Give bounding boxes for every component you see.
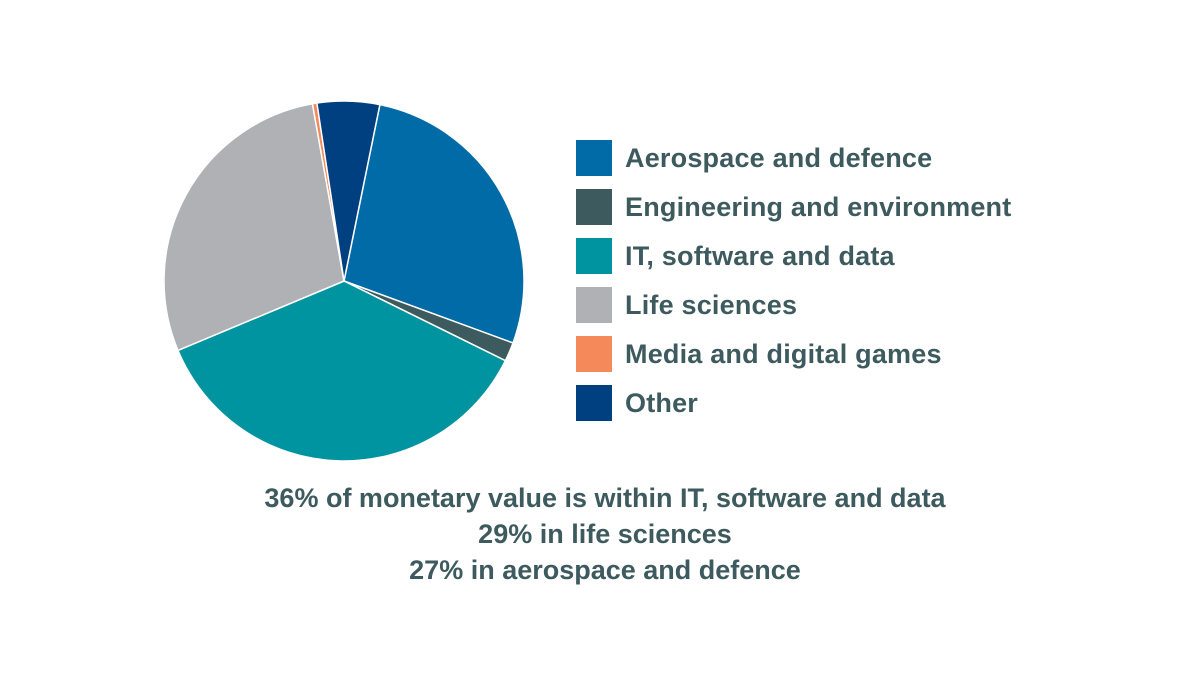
legend-item: Media and digital games (576, 336, 1011, 372)
chart-caption: 36% of monetary value is within IT, soft… (0, 480, 1200, 588)
pie-slice-other (316, 100, 381, 282)
pie-slice-aerospace-and-defence (343, 103, 525, 344)
legend-swatch (576, 287, 612, 323)
legend-swatch (576, 336, 612, 372)
legend-label: Other (625, 387, 699, 418)
legend-label: IT, software and data (625, 240, 895, 271)
legend: Aerospace and defence Engineering and env… (576, 140, 1011, 421)
legend-item: Life sciences (576, 287, 1011, 323)
pie-slice-it-software-and-data (177, 280, 507, 462)
legend-swatch (576, 140, 612, 176)
legend-swatch (576, 189, 612, 225)
legend-item: Engineering and environment (576, 189, 1011, 225)
legend-item: Other (576, 385, 1011, 421)
pie-chart (163, 100, 525, 462)
caption-line-1: 36% of monetary value is within IT, soft… (264, 483, 946, 513)
legend-label: Engineering and environment (625, 191, 1012, 222)
legend-swatch (576, 385, 612, 421)
legend-label: Media and digital games (625, 338, 942, 369)
legend-swatch (576, 238, 612, 274)
legend-item: IT, software and data (576, 238, 1011, 274)
legend-item: Aerospace and defence (576, 140, 1011, 176)
legend-label: Life sciences (625, 289, 798, 320)
legend-label: Aerospace and defence (625, 142, 933, 173)
caption-line-3: 27% in aerospace and defence (409, 555, 801, 585)
pie-slice-life-sciences (163, 103, 345, 352)
caption-line-2: 29% in life sciences (478, 519, 732, 549)
